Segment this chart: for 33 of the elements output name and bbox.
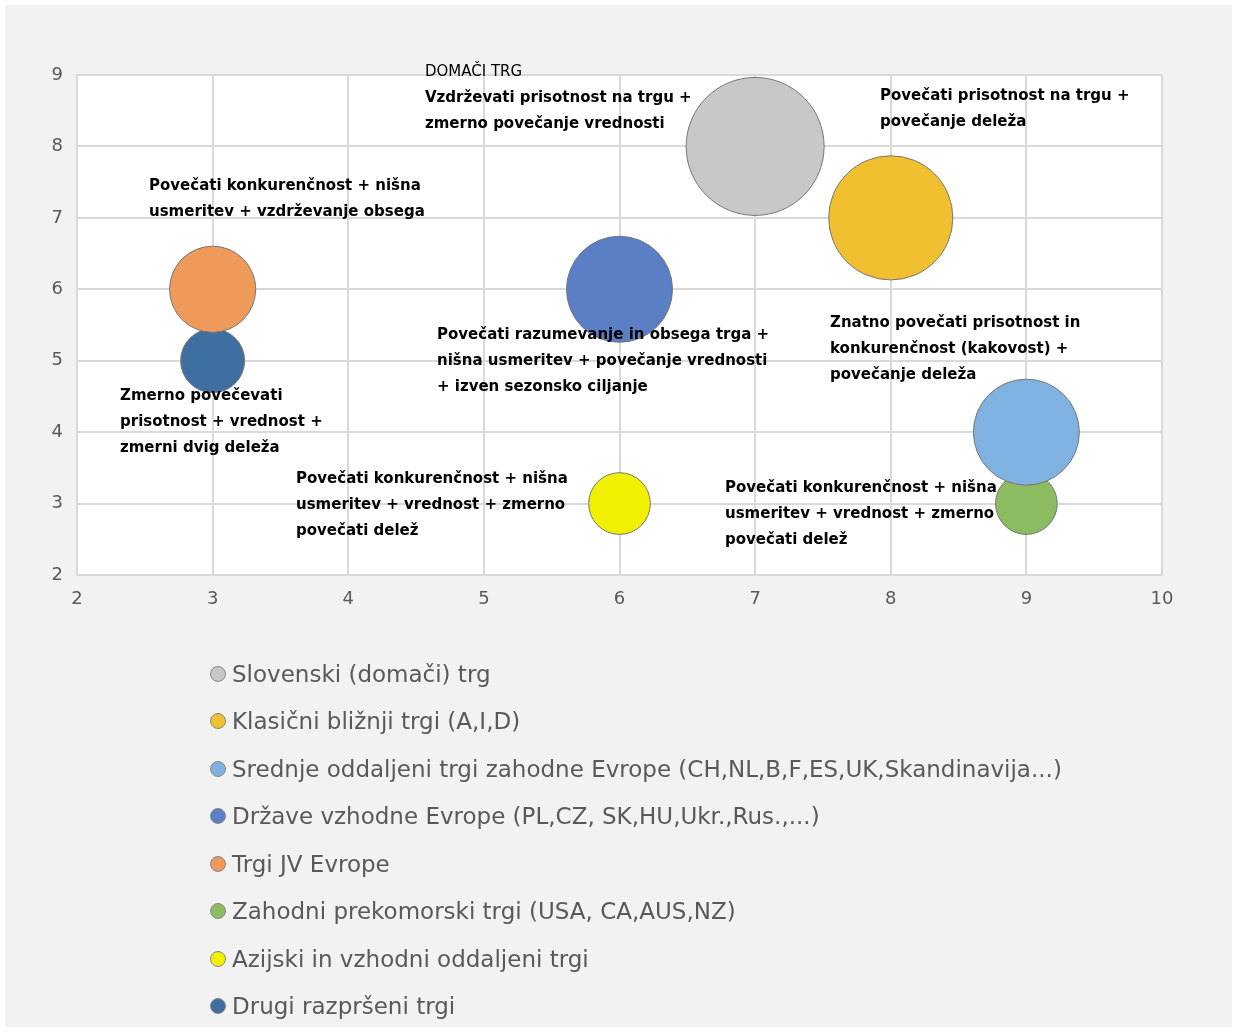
legend-label: Azijski in vzhodni oddaljeni trgi	[232, 945, 589, 972]
legend-label: Srednje oddaljeni trgi zahodne Evrope (CH,NL,B,F,ES,UK,Skandinavija...)	[232, 755, 1062, 782]
y-tick-label: 9	[51, 62, 63, 84]
annotation: Znatno povečati prisotnost in konkurenčnost (kakovost) + povečanje deleža	[830, 313, 1081, 384]
annotation: Povečati prisotnost na trgu + povečanje deleža	[880, 86, 1130, 131]
legend-label: Slovenski (domači) trg	[232, 660, 491, 687]
x-tick-label: 9	[1020, 587, 1033, 609]
annotation: Zmerno povečevati prisotnost + vrednost + zmerni dvig deleža	[120, 386, 323, 457]
annotation: Povečati konkurenčnost + nišna usmeritev + vzdrževanje obsega	[149, 176, 425, 221]
x-tick-label: 10	[1150, 587, 1174, 609]
x-tick-label: 8	[885, 587, 897, 609]
annotation: DOMAČI TRG	[425, 61, 523, 81]
y-tick-label: 7	[51, 205, 63, 227]
x-tick-label: 5	[478, 587, 490, 609]
y-tick-label: 2	[51, 562, 63, 584]
annotation: Povečati konkurenčnost + nišna usmeritev + vrednost + zmerno povečati delež	[296, 469, 568, 540]
x-tick-label: 4	[342, 587, 354, 609]
x-tick-label: 6	[613, 587, 626, 609]
x-tick-label: 7	[749, 587, 761, 609]
legend-label: Trgi JV Evrope	[232, 850, 390, 877]
annotation: Vzdrževati prisotnost na trgu + zmerno povečanje vrednosti	[425, 88, 692, 133]
legend-label: Klasični bližnji trgi (A,I,D)	[232, 708, 521, 735]
y-tick-label: 6	[51, 276, 63, 298]
y-tick-label: 3	[51, 491, 63, 513]
y-tick-label: 8	[51, 134, 63, 156]
y-tick-label: 5	[51, 348, 63, 370]
x-tick-label: 2	[71, 587, 83, 609]
legend-label: Države vzhodne Evrope (PL,CZ, SK,HU,Ukr.,Rus.,...)	[232, 803, 820, 830]
annotation: Povečati konkurenčnost + nišna usmeritev + vrednost + zmerno povečati delež	[725, 478, 997, 549]
x-tick-label: 3	[206, 587, 219, 609]
legend-label: Zahodni prekomorski trgi (USA, CA,AUS,NZ)	[232, 898, 736, 925]
legend-label: Drugi razpršeni trgi	[232, 993, 456, 1020]
y-tick-label: 4	[51, 419, 63, 441]
